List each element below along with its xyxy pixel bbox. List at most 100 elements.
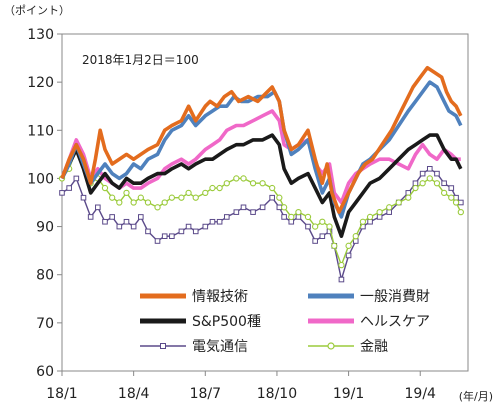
data-point — [419, 170, 426, 177]
data-point — [101, 184, 109, 192]
data-point — [192, 194, 199, 201]
data-point — [288, 213, 295, 221]
series-line — [60, 109, 461, 205]
legend-item-S-P500種: S&P500種 — [140, 314, 261, 330]
data-point — [109, 214, 115, 220]
y-tick-label: 80 — [36, 268, 54, 284]
data-point — [123, 218, 130, 225]
data-point — [376, 208, 383, 216]
data-point — [233, 209, 240, 215]
data-point — [276, 194, 283, 201]
legend-label: S&P500種 — [192, 314, 261, 330]
data-point — [250, 209, 256, 215]
data-point — [116, 223, 123, 230]
data-point — [448, 185, 455, 191]
data-point — [453, 194, 459, 201]
data-point — [352, 233, 359, 240]
data-point — [102, 218, 108, 225]
x-tick-label: 18/4 — [118, 386, 150, 402]
data-point — [130, 199, 137, 206]
plot-area — [61, 33, 469, 372]
data-point — [178, 194, 185, 201]
data-point — [259, 204, 266, 211]
data-point — [216, 184, 223, 192]
data-point — [116, 199, 123, 206]
data-point — [295, 208, 302, 216]
x-tick-label: 18/10 — [257, 386, 297, 402]
data-point — [386, 204, 393, 211]
legend-label: 金融 — [360, 339, 388, 355]
data-point — [80, 194, 87, 201]
data-point — [458, 199, 464, 206]
y-tick-label: 70 — [36, 316, 54, 332]
y-tick-label: 100 — [27, 171, 54, 187]
data-point — [144, 199, 152, 206]
data-point — [448, 194, 455, 201]
data-point — [345, 242, 352, 249]
data-point — [185, 189, 192, 197]
data-point — [178, 228, 185, 235]
series-layer — [58, 65, 464, 283]
data-point — [73, 175, 80, 182]
data-point — [366, 213, 374, 221]
data-point — [440, 189, 448, 197]
y-tick-label: 120 — [27, 75, 54, 91]
data-point — [130, 223, 137, 230]
data-point — [441, 180, 447, 187]
data-point — [209, 184, 216, 192]
data-point — [87, 214, 94, 220]
x-axis-ticks: 18/1 18/4 18/7 18/10 19/1 19/4 — [46, 371, 436, 402]
data-point — [331, 242, 338, 249]
legend-item-金融: 金融 — [308, 339, 388, 355]
legend-item-一般消費財: 一般消費財 — [308, 289, 430, 305]
data-point — [249, 180, 257, 187]
y-axis-ticks: 60 70 80 90 100 110 120 130 — [27, 27, 62, 380]
series-line — [60, 133, 463, 238]
data-point — [304, 213, 312, 221]
data-point — [223, 180, 230, 187]
data-point — [319, 218, 326, 225]
x-tick-label: 18/7 — [190, 386, 221, 402]
data-point — [216, 218, 223, 225]
legend-label: 情報技術 — [192, 289, 248, 305]
series-一般消費財 — [60, 80, 463, 219]
legend-marker — [327, 342, 335, 350]
data-point — [338, 276, 345, 283]
data-point — [280, 204, 288, 211]
data-point — [434, 170, 440, 177]
data-point — [223, 214, 230, 220]
data-point — [154, 238, 161, 244]
data-point — [109, 194, 116, 201]
data-point — [395, 199, 402, 206]
x-axis-unit: (年/月) — [459, 389, 493, 403]
legend-item-情報技術: 情報技術 — [140, 289, 248, 305]
legend-label: 電気通信 — [192, 339, 248, 355]
y-axis-unit: （ポイント） — [4, 4, 70, 17]
data-point — [123, 189, 130, 197]
y-tick-label: 90 — [36, 220, 54, 236]
baseline-note: 2018年1月2日＝100 — [82, 53, 199, 67]
legend-item-ヘルスケア: ヘルスケア — [308, 314, 430, 330]
data-point — [169, 233, 175, 239]
y-tick-label: 60 — [36, 364, 54, 380]
data-point — [359, 218, 367, 225]
data-point — [345, 252, 352, 259]
data-point — [412, 180, 419, 187]
data-point — [367, 218, 373, 225]
data-point — [305, 223, 311, 230]
data-point — [452, 199, 460, 206]
data-point — [209, 218, 216, 225]
data-point — [405, 194, 412, 201]
data-point — [259, 180, 266, 187]
data-point — [59, 190, 65, 196]
x-tick-label: 19/1 — [333, 386, 364, 402]
series-情報技術 — [60, 65, 463, 214]
legend-item-電気通信: 電気通信 — [140, 339, 248, 355]
data-point — [161, 199, 168, 206]
x-tick-label: 18/1 — [46, 386, 77, 402]
x-tick-label: 19/4 — [405, 386, 437, 402]
data-point — [295, 214, 302, 220]
data-point — [457, 208, 464, 216]
data-point — [269, 184, 276, 192]
